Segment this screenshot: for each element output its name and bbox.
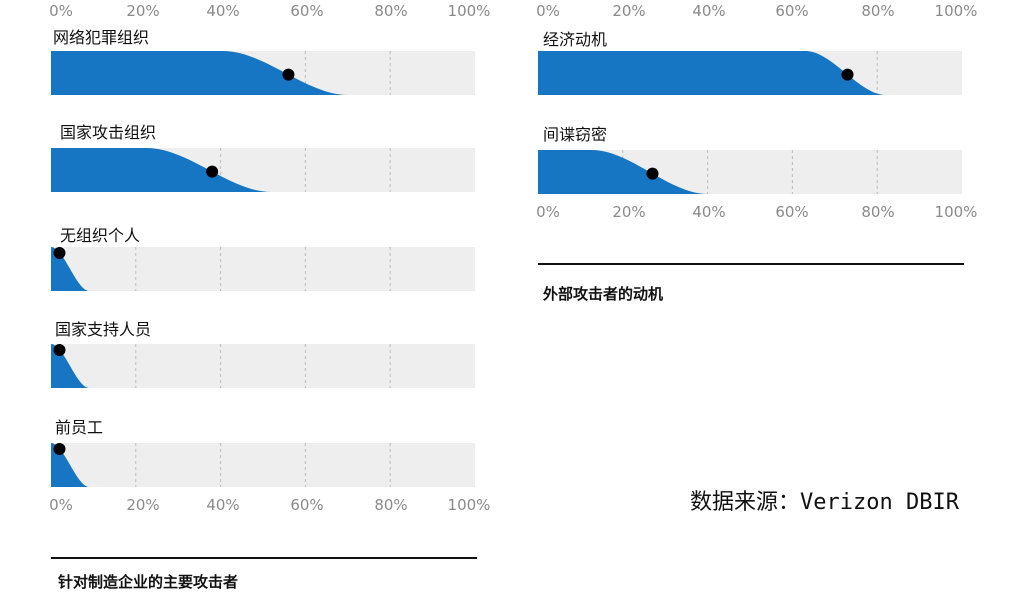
x-tick-label: 100% bbox=[934, 2, 978, 20]
x-tick-label: 100% bbox=[447, 2, 491, 20]
estimate-dot bbox=[53, 247, 66, 259]
x-tick-label: 60% bbox=[290, 2, 324, 20]
distribution-area bbox=[538, 150, 708, 194]
distribution-track bbox=[51, 247, 475, 291]
category-label: 网络犯罪组织 bbox=[53, 28, 150, 47]
category-label: 间谍窃密 bbox=[543, 125, 608, 144]
distribution-track bbox=[51, 148, 475, 192]
estimate-dot bbox=[841, 68, 854, 81]
distribution-track bbox=[538, 51, 962, 95]
distribution-area bbox=[538, 51, 886, 95]
category-label: 经济动机 bbox=[543, 30, 608, 49]
distribution-area bbox=[51, 148, 272, 192]
x-tick-label: 20% bbox=[612, 203, 646, 221]
distribution-area bbox=[51, 51, 348, 95]
x-tick-label: 80% bbox=[374, 496, 408, 514]
x-tick-label: 20% bbox=[612, 2, 646, 20]
distribution-track bbox=[51, 443, 475, 487]
track-background bbox=[51, 344, 475, 388]
x-tick-label: 80% bbox=[374, 2, 408, 20]
estimate-dot bbox=[282, 68, 295, 81]
chart-title: 针对制造企业的主要攻击者 bbox=[58, 573, 239, 591]
estimate-dot bbox=[206, 165, 219, 178]
x-tick-label: 60% bbox=[775, 203, 809, 221]
distribution-track bbox=[538, 150, 962, 194]
x-tick-label: 40% bbox=[206, 496, 240, 514]
x-tick-label: 20% bbox=[126, 496, 160, 514]
distribution-track bbox=[51, 344, 475, 388]
category-label: 无组织个人 bbox=[60, 226, 141, 245]
category-label: 国家攻击组织 bbox=[60, 123, 157, 142]
x-tick-label: 100% bbox=[447, 496, 491, 514]
x-tick-label: 40% bbox=[206, 2, 240, 20]
chart-title: 外部攻击者的动机 bbox=[543, 285, 664, 303]
x-tick-label: 0% bbox=[49, 496, 73, 514]
title-rule bbox=[51, 557, 477, 559]
x-tick-label: 0% bbox=[536, 203, 560, 221]
x-tick-label: 60% bbox=[290, 496, 324, 514]
x-tick-label: 40% bbox=[692, 203, 726, 221]
title-rule bbox=[538, 263, 964, 265]
category-label: 前员工 bbox=[55, 418, 104, 437]
x-tick-label: 100% bbox=[934, 203, 978, 221]
track-background bbox=[51, 247, 475, 291]
x-tick-label: 80% bbox=[861, 2, 895, 20]
track-background bbox=[51, 443, 475, 487]
category-label: 国家支持人员 bbox=[55, 320, 152, 339]
estimate-dot bbox=[53, 443, 66, 455]
distribution-track bbox=[51, 51, 475, 95]
x-tick-label: 80% bbox=[861, 203, 895, 221]
x-tick-label: 0% bbox=[536, 2, 560, 20]
x-tick-label: 0% bbox=[49, 2, 73, 20]
estimate-dot bbox=[646, 167, 659, 180]
x-tick-label: 40% bbox=[692, 2, 726, 20]
x-tick-label: 20% bbox=[126, 2, 160, 20]
estimate-dot bbox=[53, 344, 66, 356]
x-tick-label: 60% bbox=[775, 2, 809, 20]
source-note: 数据来源：Verizon DBIR bbox=[690, 490, 959, 515]
